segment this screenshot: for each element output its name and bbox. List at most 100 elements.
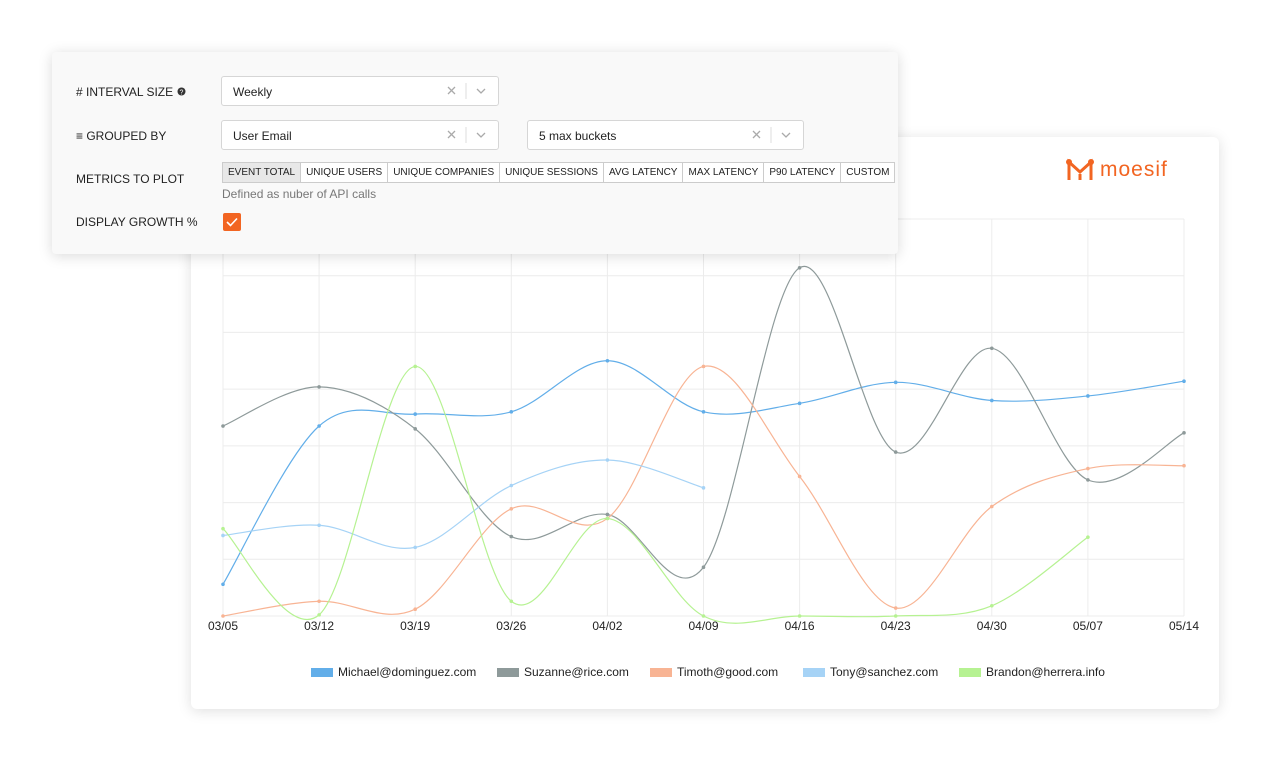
metric-tab[interactable]: MAX LATENCY xyxy=(682,163,763,182)
point xyxy=(1086,535,1090,539)
point xyxy=(413,427,418,431)
point xyxy=(413,607,418,611)
legend-label: Michael@dominguez.com xyxy=(338,665,476,679)
series-line xyxy=(222,459,704,549)
point xyxy=(893,450,898,454)
point xyxy=(413,364,418,369)
x-tick-label: 03/26 xyxy=(496,619,526,633)
point xyxy=(1086,478,1090,482)
x-tick-label: 04/30 xyxy=(977,619,1007,633)
point xyxy=(701,410,706,414)
point xyxy=(701,565,706,570)
select-value: Weekly xyxy=(233,85,273,99)
point xyxy=(701,486,706,490)
legend-label: Suzanne@rice.com xyxy=(524,665,629,679)
metric-tab[interactable]: AVG LATENCY xyxy=(602,163,683,182)
logo-icon xyxy=(1066,158,1094,180)
x-tick-label: 04/16 xyxy=(785,619,815,633)
select-icons xyxy=(447,127,486,143)
point xyxy=(221,582,225,587)
x-tick-label: 05/07 xyxy=(1073,619,1103,633)
legend-label: Timoth@good.com xyxy=(677,665,778,679)
metric-tab[interactable]: UNIQUE USERS xyxy=(300,163,387,182)
point xyxy=(1086,466,1090,471)
growth-checkbox[interactable] xyxy=(223,213,241,231)
metric-tab[interactable]: EVENT TOTAL xyxy=(223,163,301,182)
x-tick-label: 04/02 xyxy=(592,619,622,633)
metric-tab[interactable]: P90 LATENCY xyxy=(763,163,840,182)
metric-tabs: EVENT TOTAL UNIQUE USERS UNIQUE COMPANIES U… xyxy=(222,162,896,183)
point xyxy=(509,534,514,539)
buckets-select[interactable]: 5 max buckets xyxy=(527,120,804,150)
x-tick-label: 03/19 xyxy=(400,619,430,633)
point xyxy=(605,512,610,517)
legend-swatch xyxy=(959,668,981,677)
interval-select[interactable]: Weekly xyxy=(221,76,499,106)
point xyxy=(221,614,225,618)
logo-text: moesif xyxy=(1100,158,1168,181)
point xyxy=(1182,463,1186,468)
select-value: User Email xyxy=(233,129,292,143)
metric-hint: Defined as nuber of API calls xyxy=(222,187,377,201)
point xyxy=(797,401,802,406)
point xyxy=(797,474,802,479)
point xyxy=(990,398,994,403)
point xyxy=(221,424,225,428)
legend-label: Tony@sanchez.com xyxy=(830,665,938,679)
select-icons xyxy=(752,127,791,143)
svg-text:?: ? xyxy=(179,90,183,97)
x-tick-label: 03/05 xyxy=(208,619,238,633)
point xyxy=(413,412,418,416)
legend-swatch xyxy=(497,668,519,677)
help-icon: ? xyxy=(177,87,185,97)
point xyxy=(509,507,514,511)
select-icons xyxy=(447,83,486,99)
point xyxy=(317,385,321,389)
point xyxy=(413,545,418,550)
grouped-select[interactable]: User Email xyxy=(221,120,499,150)
grouped-label: ≡ GROUPED BY xyxy=(76,129,167,143)
point xyxy=(317,599,321,604)
point xyxy=(797,265,802,270)
point xyxy=(605,358,610,363)
point xyxy=(317,613,321,617)
metrics-label: METRICS TO PLOT xyxy=(76,172,185,186)
growth-label: DISPLAY GROWTH % xyxy=(76,215,198,229)
point xyxy=(797,614,802,618)
point xyxy=(1086,394,1090,398)
point xyxy=(990,346,994,351)
point xyxy=(221,526,225,531)
legend-label: Brandon@herrera.info xyxy=(986,665,1105,679)
point xyxy=(605,458,610,462)
x-tick-label: 04/23 xyxy=(881,619,911,633)
legend-swatch xyxy=(803,668,825,677)
label-text: # INTERVAL SIZE xyxy=(76,85,174,99)
point xyxy=(317,523,321,528)
point xyxy=(221,533,225,538)
metric-tab[interactable]: UNIQUE SESSIONS xyxy=(499,163,603,182)
series-line xyxy=(222,365,1089,624)
point xyxy=(1182,379,1186,384)
interval-label: # INTERVAL SIZE ? xyxy=(76,85,186,99)
metric-tab[interactable]: UNIQUE COMPANIES xyxy=(387,163,499,182)
legend-swatch xyxy=(650,668,672,677)
point xyxy=(1182,431,1186,435)
point xyxy=(893,614,898,618)
point xyxy=(893,380,898,385)
point xyxy=(893,606,898,610)
settings-panel: # INTERVAL SIZE ? Weekly ≡ GROUPED BY Us… xyxy=(52,52,898,254)
point xyxy=(605,516,610,521)
point xyxy=(701,614,706,618)
point xyxy=(990,603,994,608)
series-line xyxy=(222,360,1185,585)
point xyxy=(701,364,706,369)
x-tick-label: 04/09 xyxy=(688,619,718,633)
point xyxy=(509,599,514,604)
point xyxy=(509,483,514,488)
point xyxy=(990,504,994,509)
point xyxy=(509,410,514,414)
legend-swatch xyxy=(311,668,333,677)
metric-tab[interactable]: CUSTOM xyxy=(840,163,894,182)
